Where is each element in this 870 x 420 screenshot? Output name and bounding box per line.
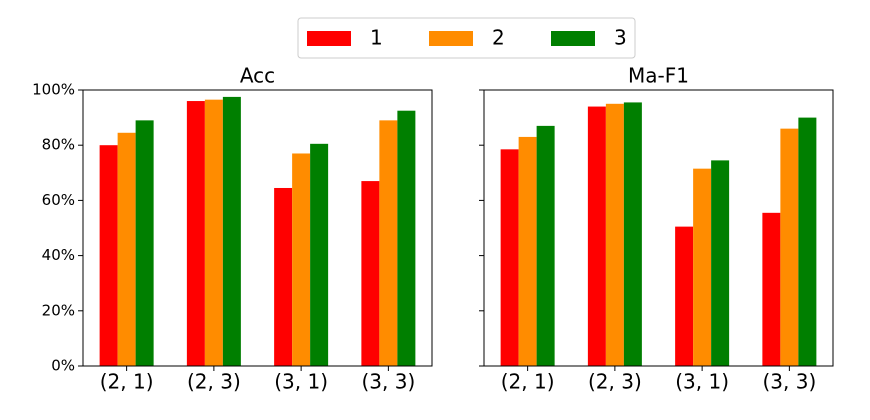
bar [762, 212, 781, 366]
y-tick-label: 40% [42, 246, 75, 264]
bar [605, 103, 624, 367]
y-tick-label: 60% [42, 191, 75, 209]
bar [536, 125, 555, 366]
x-tick-label: (3, 3) [361, 370, 415, 394]
y-tick-label: 0% [51, 357, 75, 375]
chart-title: Acc [240, 64, 275, 88]
legend-label: 1 [370, 26, 383, 50]
x-tick-label: (3, 3) [762, 370, 816, 394]
legend-label: 2 [492, 26, 505, 50]
legend-label: 3 [614, 26, 627, 50]
bar [117, 132, 136, 366]
y-tick-label: 100% [32, 81, 75, 99]
bar [798, 117, 817, 366]
plot-frame [82, 89, 433, 367]
bar [675, 226, 694, 366]
x-tick-label: (2, 1) [501, 370, 555, 394]
bar [99, 145, 118, 366]
x-tick-label: (3, 1) [274, 370, 328, 394]
bar [623, 102, 642, 367]
bar [693, 168, 712, 366]
legend-swatch [429, 31, 473, 46]
chart-title: Ma-F1 [628, 64, 689, 88]
bar [135, 120, 154, 366]
bar [780, 128, 799, 366]
bar [222, 96, 241, 367]
legend-swatch [307, 31, 351, 46]
x-tick-label: (2, 3) [588, 370, 642, 394]
bar [711, 160, 730, 366]
plot-frame [483, 89, 834, 367]
x-tick-label: (2, 3) [187, 370, 241, 394]
bar [186, 101, 205, 366]
bar [397, 110, 416, 366]
bar [204, 99, 223, 366]
bar [292, 153, 311, 366]
bar [310, 143, 329, 366]
bar [361, 181, 380, 366]
bar [274, 187, 293, 366]
x-tick-label: (2, 1) [100, 370, 154, 394]
y-tick-label: 80% [42, 136, 75, 154]
bar [379, 120, 398, 366]
bar [518, 136, 537, 366]
legend-swatch [551, 31, 595, 46]
y-tick-label: 20% [42, 301, 75, 319]
x-tick-label: (3, 1) [675, 370, 729, 394]
bar [587, 106, 606, 366]
bar [500, 149, 519, 366]
